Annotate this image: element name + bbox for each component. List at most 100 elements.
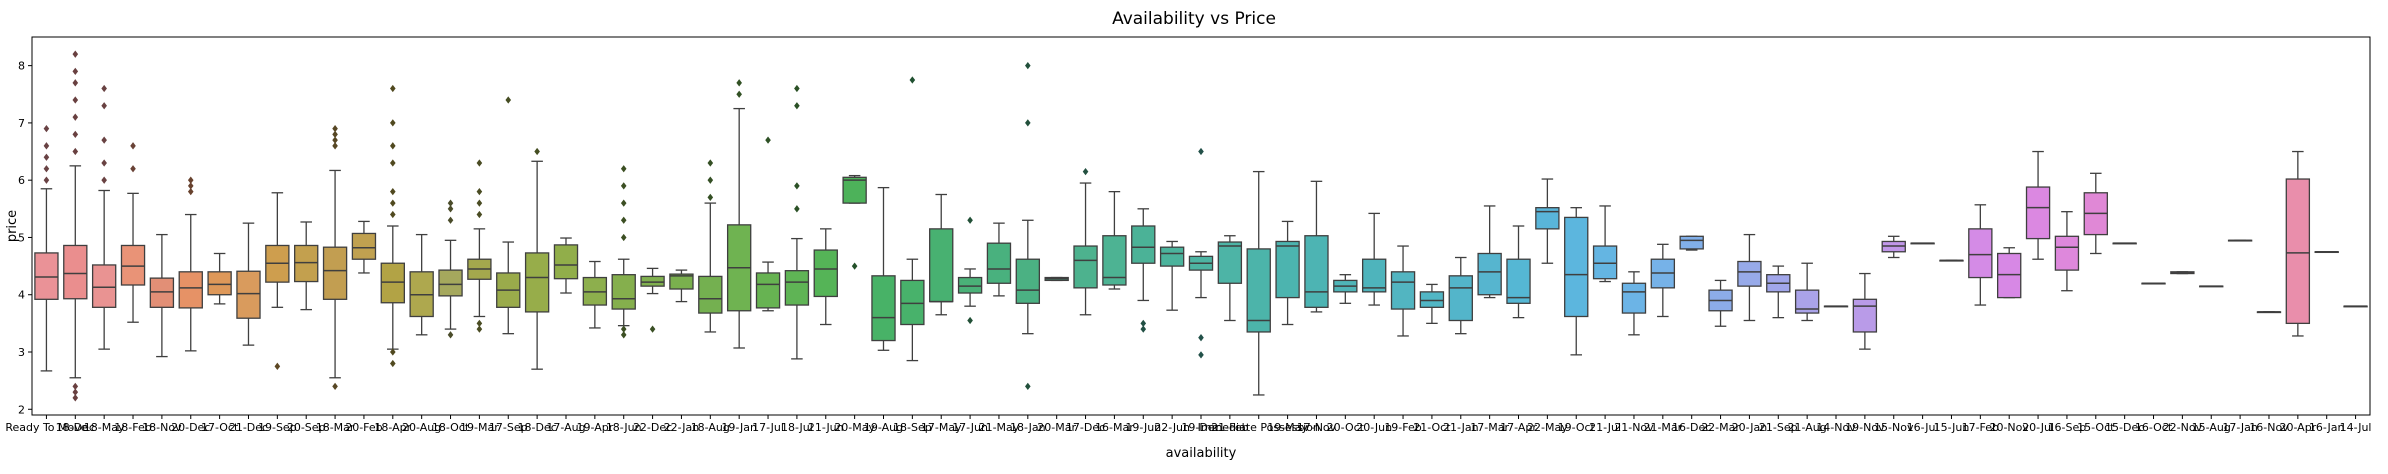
box-16-Mar xyxy=(1102,190,1127,290)
iqr-box xyxy=(1506,258,1531,304)
x-tick-label: 14-Jul xyxy=(2340,421,2372,434)
box-15-Jun xyxy=(1939,259,1964,262)
box-19-Apr xyxy=(582,260,608,329)
outlier-point xyxy=(130,165,136,173)
box-21-Mar xyxy=(1650,243,1676,318)
x-tick-label: 18-Sep xyxy=(893,421,932,434)
box-20-Sep xyxy=(294,221,319,311)
plot-area xyxy=(34,50,2368,402)
x-tick-label: 16-Jul xyxy=(1907,421,1939,434)
x-tick-label: 17-Dec xyxy=(1066,421,1105,434)
outlier-point xyxy=(390,142,396,150)
box-18-Feb xyxy=(120,142,146,323)
outlier-point xyxy=(274,362,281,370)
outlier-point xyxy=(72,147,79,156)
iqr-box xyxy=(322,246,348,300)
iqr-box xyxy=(1159,246,1185,267)
iqr-box xyxy=(1852,298,1878,333)
x-tick-label: 20-Sep xyxy=(287,421,326,434)
x-tick-label: 16-Oct xyxy=(2135,421,2173,434)
x-tick-label: 16-Dec xyxy=(1672,421,1711,434)
outlier-point xyxy=(43,142,50,150)
box-18-Jun xyxy=(611,165,636,339)
iqr-box xyxy=(1390,271,1416,310)
outlier-point xyxy=(101,102,107,110)
outlier-point xyxy=(447,331,454,339)
outlier-point xyxy=(1082,167,1089,176)
outlier-point xyxy=(43,153,50,161)
outlier-point xyxy=(1198,334,1204,342)
box-14-Nov xyxy=(1823,305,1849,308)
outlier-point xyxy=(72,394,79,402)
outlier-point xyxy=(187,182,194,190)
iqr-box xyxy=(2054,235,2080,271)
x-tick-label: 18-Dec xyxy=(517,421,556,434)
x-tick-label: 22-Mar xyxy=(1701,421,1740,434)
box-21-Jul xyxy=(1592,205,1618,283)
box-17-Dec xyxy=(1073,167,1098,316)
x-tick-label: 20-Aug xyxy=(402,421,441,434)
box-21-Aug xyxy=(1794,262,1820,322)
x-tick-label: 22-Jan xyxy=(664,421,700,434)
box-20-Mar xyxy=(1044,276,1069,282)
x-tick-label: Immediate Possession xyxy=(1198,421,1320,434)
x-tick-label: 21-Sep xyxy=(1759,421,1798,434)
box-19-Mar xyxy=(467,159,492,333)
y-tick-label: 5 xyxy=(18,231,25,244)
x-tick-label: 18-Jun xyxy=(606,421,642,434)
outlier-point xyxy=(476,210,483,219)
box-18-Jan xyxy=(1015,61,1041,391)
outlier-point xyxy=(390,348,396,356)
outlier-point xyxy=(1025,119,1031,127)
box-15-Dec xyxy=(2112,242,2137,245)
x-tick-label: 19-Feb xyxy=(1384,421,1421,434)
x-tick-label: 22-Dec xyxy=(633,421,672,434)
x-tick-label: 20-May xyxy=(834,421,875,434)
box-17-Nov xyxy=(1304,180,1329,313)
box-17-May xyxy=(929,193,954,316)
x-tick-label: 15-Nov xyxy=(1874,421,1914,434)
x-tick-label: 22-Jun xyxy=(1154,421,1190,434)
x-tick-label: 21-Mar xyxy=(1643,421,1682,434)
box-18-Dec xyxy=(524,147,550,370)
box-21-Nov xyxy=(1621,271,1647,336)
iqr-box xyxy=(1419,291,1445,308)
box-Ready To Move xyxy=(34,124,59,372)
x-tick-label: 18-Jan xyxy=(1010,421,1046,434)
x-tick-label: 16-Mar xyxy=(1095,421,1134,434)
box-21-May xyxy=(986,222,1012,297)
y-tick-label: 6 xyxy=(18,174,25,187)
x-tick-label: 18-Aug xyxy=(691,421,730,434)
iqr-box xyxy=(1304,235,1329,308)
outlier-point xyxy=(332,382,338,391)
box-17-Sep xyxy=(496,96,521,335)
iqr-box xyxy=(669,273,694,290)
box-18-Dec xyxy=(63,50,88,402)
box-21-Oct xyxy=(1419,283,1445,325)
x-tick-label: 17-Jun xyxy=(952,421,988,434)
outlier-point xyxy=(130,142,136,150)
iqr-box xyxy=(120,244,146,286)
outlier-point xyxy=(43,176,50,184)
outlier-point xyxy=(390,159,396,167)
x-tick-label: 18-Oct xyxy=(432,421,470,434)
x-tick-label: 22-May xyxy=(1527,421,1568,434)
iqr-box xyxy=(438,269,463,297)
box-21-Jan xyxy=(1448,256,1473,335)
box-17-Apr xyxy=(1506,225,1531,319)
box-18-May xyxy=(91,84,117,350)
iqr-box xyxy=(900,279,925,326)
outlier-point xyxy=(1025,382,1031,391)
outlier-point xyxy=(72,130,79,139)
x-tick-label: 20-Feb xyxy=(345,421,382,434)
iqr-box xyxy=(1477,252,1502,296)
x-tick-label: 16-Nov xyxy=(2249,421,2289,434)
box-22-May xyxy=(1535,178,1560,264)
x-tick-label: 20-Mar xyxy=(1037,421,1076,434)
x-tick-label: 21-Aug xyxy=(1788,421,1827,434)
box-19-Oct xyxy=(1564,207,1589,356)
x-tick-label: 19-Mar xyxy=(460,421,499,434)
x-tick-label: 15-Dec xyxy=(2105,421,2144,434)
outlier-point xyxy=(447,205,454,213)
